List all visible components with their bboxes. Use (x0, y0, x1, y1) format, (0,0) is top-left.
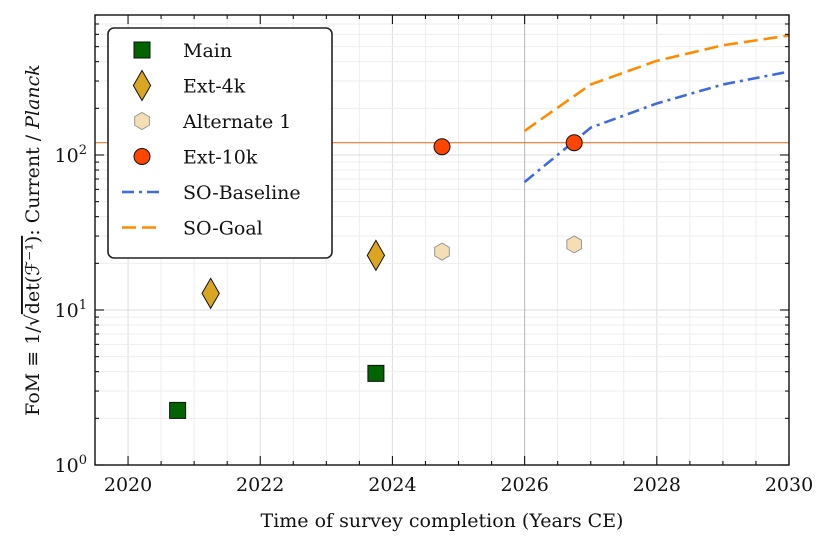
y-label-italic-tail: Planck (22, 64, 44, 130)
ext-10k-point (565, 134, 583, 152)
ext-4k-point (366, 239, 386, 272)
legend-ext-10k-marker (133, 148, 151, 165)
x-tick-label: 2020 (104, 474, 152, 496)
y-tick-exponent: 1 (79, 298, 87, 313)
legend-main-label: Main (183, 40, 232, 62)
x-tick-label: 2030 (765, 474, 813, 496)
y-tick-base: 10 (55, 300, 79, 322)
y-tick-base: 10 (55, 455, 79, 477)
y-tick-exponent: 2 (79, 143, 87, 158)
legend-ext-4k-marker (132, 69, 152, 102)
y-label-prefix: FoM ≡ 1/ (22, 326, 44, 416)
y-tick-base: 10 (55, 145, 79, 167)
y-tick-exponent: 0 (79, 453, 87, 468)
x-axis-label: Time of survey completion (Years CE) (261, 510, 624, 532)
x-tick-label: 2024 (368, 474, 416, 496)
legend-alternate-1-marker (134, 111, 150, 131)
ext-10k-point (433, 138, 451, 156)
axis-ticks (94, 14, 790, 466)
y-label-radicand: det(ℱ⁻¹) (22, 236, 44, 314)
alternate-1-point (434, 242, 450, 261)
y-axis-label: FoM ≡ 1/√det(ℱ⁻¹): Current / Planck (22, 64, 44, 416)
x-tick-label: 2022 (236, 474, 284, 496)
legend: Main Ext-4k Alternate 1 Ext-10k SO-Baseline S… (107, 27, 333, 259)
legend-so-goal-label: SO-Goal (183, 218, 263, 240)
legend-box (107, 27, 333, 259)
ext-4k-point (201, 277, 220, 310)
legend-so-baseline-label: SO-Baseline (183, 182, 301, 204)
alternate-1-point (566, 235, 583, 254)
so-goal-line (523, 34, 790, 132)
y-label-middle: : Current / (22, 129, 44, 236)
plot-frame (94, 14, 790, 466)
svg-text:FoM ≡ 1/√det(ℱ⁻¹): Current / P: FoM ≡ 1/√det(ℱ⁻¹): Current / Planck (22, 64, 44, 416)
legend-ext-10k-label: Ext-10k (183, 147, 258, 169)
legend-main-marker (133, 41, 151, 59)
main-point (169, 401, 187, 419)
legend-alternate-1-label: Alternate 1 (182, 111, 291, 133)
y-label-root-symbol: √ (22, 313, 44, 326)
legend-ext-4k-label: Ext-4k (183, 76, 246, 98)
y-tick-label: 101 (55, 298, 87, 322)
main-point (367, 364, 385, 382)
x-tick-label: 2026 (500, 474, 548, 496)
y-tick-label: 102 (55, 143, 87, 167)
y-tick-label: 100 (55, 453, 87, 477)
x-tick-label: 2028 (633, 474, 681, 496)
data-series (169, 34, 790, 419)
